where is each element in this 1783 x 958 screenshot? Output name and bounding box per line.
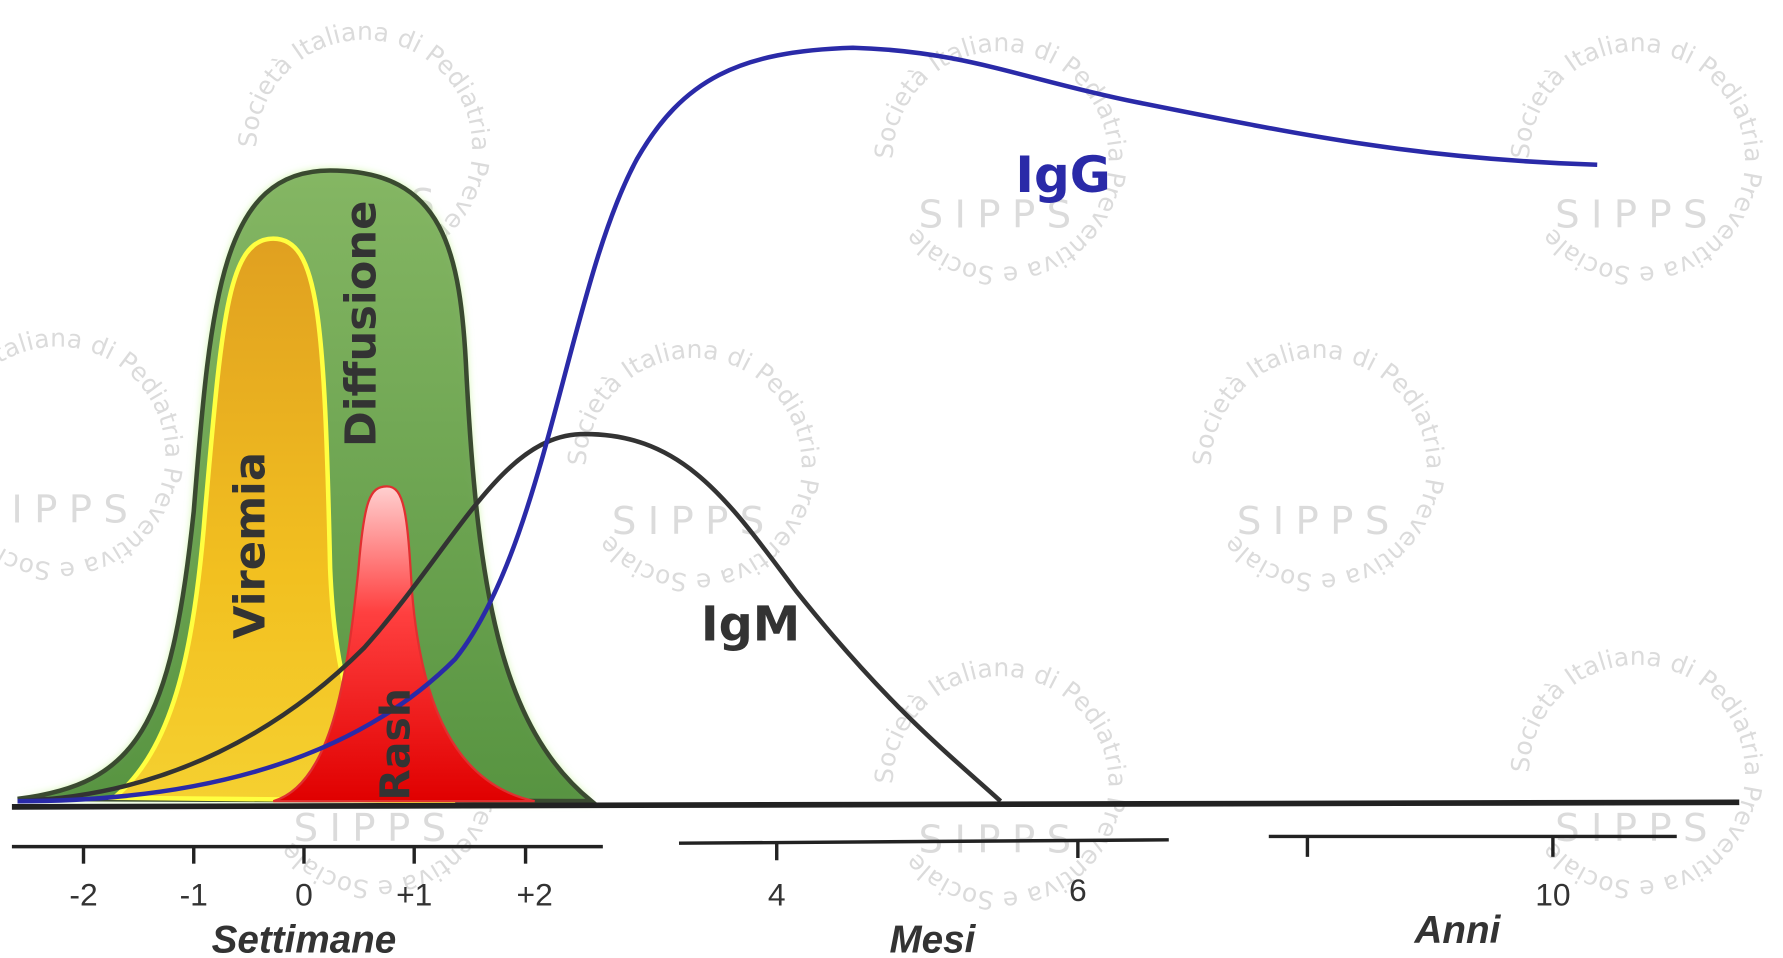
rash-label: Rash [371, 688, 419, 801]
tick-label: 0 [295, 877, 313, 913]
watermark-logo: SIPPS [612, 499, 776, 544]
viremia-label: Viremia [225, 452, 275, 639]
tick-label: 6 [1069, 872, 1087, 908]
tick-label: -2 [69, 877, 97, 913]
time-axes [12, 836, 1677, 863]
watermark: Società Italiana di Pediatria Preventiva… [0, 324, 189, 586]
watermark-logo: SIPPS [294, 806, 458, 851]
watermark-logo: SIPPS [0, 488, 139, 533]
watermark-ring-text: Società Italiana di Pediatria Preventiva… [1506, 642, 1768, 904]
watermark-logo: SIPPS [1555, 192, 1719, 237]
page: Viremia IgM IgG html, body { margin: 0; … [0, 0, 1783, 958]
body: {"watermark": {"ring": "Società Italiana… [0, 0, 1783, 958]
watermark-ring: Società Italiana di Pediatria Preventiva… [0, 324, 189, 586]
igm-label: IgM [701, 597, 800, 652]
axis-title: Settimane [212, 918, 397, 958]
watermark-logo: SIPPS [1237, 499, 1401, 544]
watermark: Società Italiana di Pediatria Preventiva… [869, 653, 1131, 915]
watermark: Società Italiana di Pediatria Preventiva… [563, 335, 825, 597]
axis-title: Anni [1414, 909, 1502, 952]
watermark-ring: Società Italiana di Pediatria Preventiva… [1188, 335, 1450, 597]
diffusione-label: Diffusione [337, 201, 387, 448]
igg-label: IgG [1015, 146, 1110, 204]
watermark-ring: Società Italiana di Pediatria Preventiva… [1506, 28, 1768, 290]
tick-label: 4 [768, 877, 786, 913]
axis-title: Mesi [889, 918, 976, 958]
watermark-ring: Società Italiana di Pediatria Preventiva… [869, 653, 1131, 915]
watermark-ring-text: Società Italiana di Pediatria Preventiva… [1506, 28, 1768, 290]
tick-label: 10 [1535, 877, 1570, 913]
watermark-ring-text: Società Italiana di Pediatria Preventiva… [1188, 335, 1450, 597]
watermark-ring-text: Società Italiana di Pediatria Preventiva… [563, 335, 825, 597]
watermark-ring-text: Società Italiana di Pediatria Preventiva… [869, 653, 1131, 915]
tick-label: +2 [517, 877, 553, 913]
watermark-logo: SIPPS [1555, 806, 1719, 851]
tick-label: -1 [180, 877, 208, 913]
watermark: Società Italiana di Pediatria Preventiva… [1506, 28, 1768, 290]
diagram: Società Italiana di Pediatria Preventiva… [0, 0, 1783, 958]
tick-label: +1 [396, 877, 432, 913]
watermark-ring: Società Italiana di Pediatria Preventiva… [1506, 642, 1768, 904]
watermark: Società Italiana di Pediatria Preventiva… [1188, 335, 1450, 597]
watermark-ring-text: Società Italiana di Pediatria Preventiva… [0, 324, 189, 586]
watermark-ring: Società Italiana di Pediatria Preventiva… [563, 335, 825, 597]
baseline [12, 802, 1739, 807]
watermark: Società Italiana di Pediatria Preventiva… [1506, 642, 1768, 904]
